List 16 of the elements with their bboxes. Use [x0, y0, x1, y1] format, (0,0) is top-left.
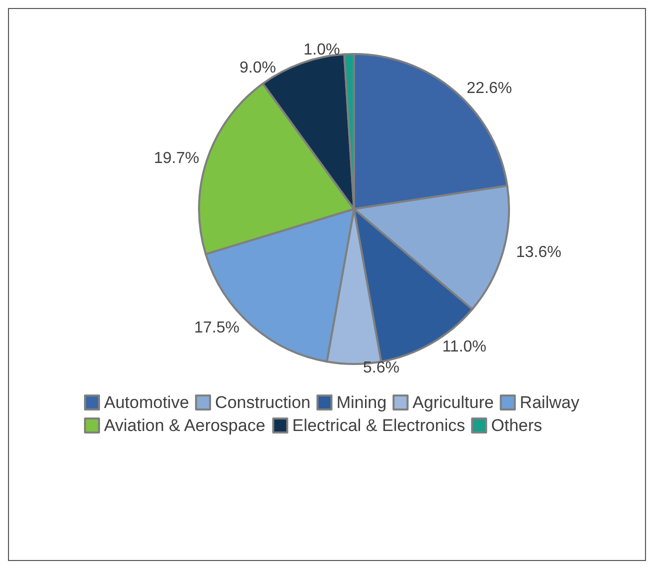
data-label: 1.0%: [304, 42, 340, 59]
legend-label: Others: [491, 416, 542, 435]
data-label: 11.0%: [442, 338, 486, 356]
data-label: 9.0%: [239, 60, 276, 77]
legend-label: Agriculture: [412, 393, 494, 412]
legend-label: Automotive: [104, 393, 190, 412]
legend-label: Aviation & Aerospace: [104, 416, 266, 435]
data-label: 13.6%: [516, 244, 562, 261]
legend-label: Mining: [336, 393, 387, 412]
data-label: 5.6%: [363, 360, 400, 376]
data-label: 17.5%: [194, 319, 240, 336]
data-label: 19.7%: [154, 150, 200, 167]
legend-label: Construction: [215, 393, 310, 412]
legend-label: Railway: [520, 393, 580, 412]
data-label: 22.6%: [466, 80, 512, 97]
legend-label: Electrical & Electronics: [292, 416, 466, 435]
